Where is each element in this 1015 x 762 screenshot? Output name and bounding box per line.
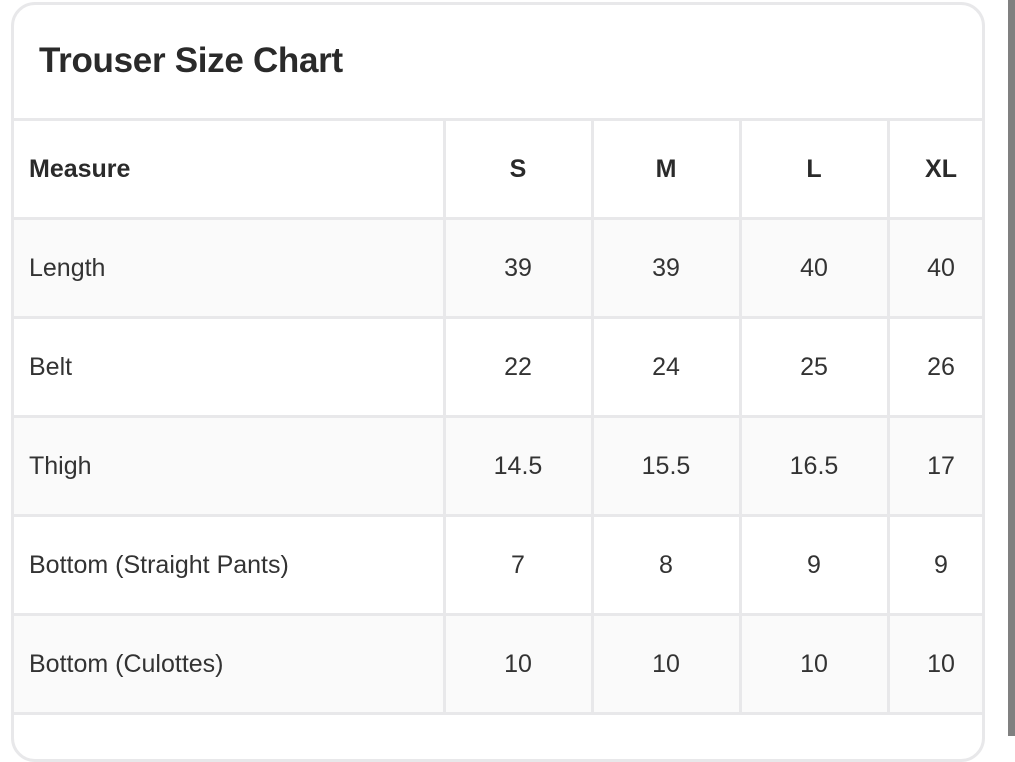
size-value: 10 [442,613,594,715]
table-header-row: Measure S M L XL [14,118,982,220]
measure-label: Length [14,217,446,319]
size-value: 39 [590,217,742,319]
size-value: 8 [590,514,742,616]
measure-label: Bottom (Straight Pants) [14,514,446,616]
column-header: L [738,118,890,220]
table-row: Bottom (Culottes) 10 10 10 10 [14,613,982,715]
size-value: 17 [886,415,982,517]
size-value: 26 [886,316,982,418]
size-value: 7 [442,514,594,616]
size-value: 9 [738,514,890,616]
size-value: 25 [738,316,890,418]
size-value: 22 [442,316,594,418]
column-header: S [442,118,594,220]
size-value: 39 [442,217,594,319]
scrollbar[interactable] [1008,0,1015,736]
size-value: 9 [886,514,982,616]
size-chart-card: Trouser Size Chart Measure S M L XL Leng… [11,2,985,762]
column-header: M [590,118,742,220]
measure-label: Belt [14,316,446,418]
size-table: Measure S M L XL Length 39 39 40 40 Belt 22 24 2… [14,118,982,715]
size-value: 24 [590,316,742,418]
column-header: Measure [14,118,446,220]
size-value: 14.5 [442,415,594,517]
table-row: Bottom (Straight Pants) 7 8 9 9 [14,514,982,616]
page-title: Trouser Size Chart [39,41,343,80]
size-value: 40 [738,217,890,319]
size-value: 40 [886,217,982,319]
size-value: 15.5 [590,415,742,517]
table-row: Length 39 39 40 40 [14,217,982,319]
table-row: Thigh 14.5 15.5 16.5 17 [14,415,982,517]
measure-label: Thigh [14,415,446,517]
size-value: 10 [590,613,742,715]
size-value: 10 [738,613,890,715]
column-header: XL [886,118,982,220]
table-row: Belt 22 24 25 26 [14,316,982,418]
size-value: 10 [886,613,982,715]
size-value: 16.5 [738,415,890,517]
measure-label: Bottom (Culottes) [14,613,446,715]
